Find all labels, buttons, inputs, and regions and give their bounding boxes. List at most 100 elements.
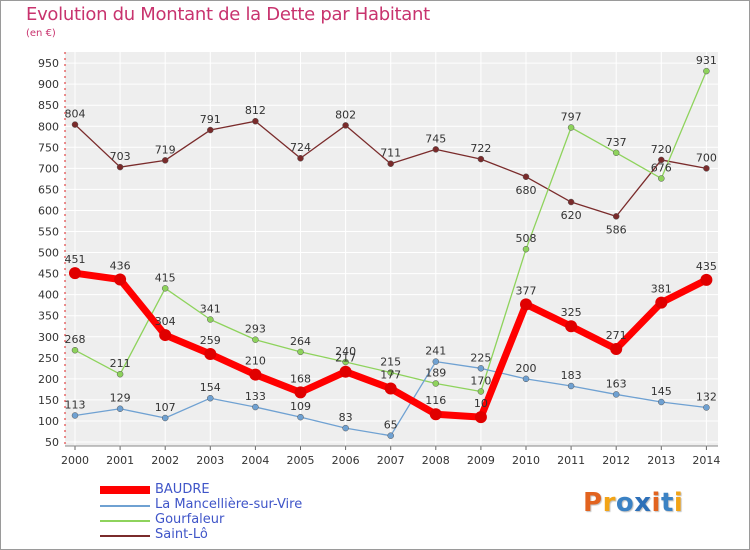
data-point-saint-lo [252,117,259,125]
data-label-gourfaleur: 268 [65,333,86,346]
x-tick-label: 2013 [647,454,675,467]
data-point-gourfaleur [116,370,124,378]
data-point-baudre [69,267,81,280]
data-point-saint-lo [297,154,304,162]
data-label-saint-lo: 680 [516,184,537,197]
data-point-saint-lo [567,198,575,206]
data-label-baudre: 436 [110,259,131,272]
legend-swatch-gourfaleur [100,520,150,522]
data-label-la-mancelliere-sur-vire: 163 [606,377,627,390]
data-label-la-mancelliere-sur-vire: 132 [696,390,717,403]
y-tick-label: 850 [38,99,59,112]
data-point-baudre [384,382,397,395]
data-label-la-mancelliere-sur-vire: 107 [155,401,176,414]
data-label-saint-lo: 620 [561,209,582,222]
y-tick-label: 250 [38,352,59,365]
data-point-gourfaleur [658,175,665,182]
data-label-baudre: 259 [200,334,221,347]
data-point-gourfaleur [161,285,169,292]
data-label-saint-lo: 802 [335,108,356,121]
data-point-la-mancelliere-sur-vire [612,391,620,398]
legend-swatch-baudre [100,486,150,494]
data-label-gourfaleur: 240 [335,345,356,358]
data-point-baudre [565,320,578,333]
data-label-baudre: 177 [380,369,401,382]
data-point-la-mancelliere-sur-vire [207,394,214,402]
data-label-gourfaleur: 293 [245,323,266,336]
data-point-gourfaleur [342,358,349,366]
y-tick-label: 550 [38,226,59,239]
legend-label-la-mancelliere: La Mancellière-sur-Vire [155,497,303,512]
logo-letter: t [660,488,674,518]
data-point-la-mancelliere-sur-vire [252,403,259,411]
data-point-baudre [429,408,442,421]
logo-letter: x [634,488,652,518]
data-label-baudre: 325 [561,306,582,319]
data-label-baudre: 451 [65,253,86,266]
x-tick-label: 2012 [602,454,630,467]
unit-label: (en €) [26,28,56,39]
y-tick-label: 950 [38,57,59,70]
data-point-gourfaleur [71,346,79,354]
y-tick-label: 500 [38,247,59,260]
data-point-gourfaleur [567,124,575,131]
x-tick-label: 2006 [332,454,360,467]
data-label-baudre: 304 [155,315,176,328]
logo-letter: r [602,488,616,518]
y-tick-label: 200 [38,373,59,386]
data-label-gourfaleur: 737 [606,136,627,149]
data-point-saint-lo [387,160,394,167]
data-point-gourfaleur [522,245,530,253]
data-label-la-mancelliere-sur-vire: 145 [651,385,672,398]
data-label-gourfaleur: 215 [380,356,401,369]
data-point-la-mancelliere-sur-vire [297,413,304,421]
x-tick-label: 2003 [196,454,224,467]
data-point-baudre [700,273,713,286]
data-label-saint-lo: 586 [606,223,627,236]
x-tick-label: 2004 [241,454,269,467]
data-label-la-mancelliere-sur-vire: 241 [425,345,446,358]
data-label-baudre: 168 [290,372,311,385]
y-tick-label: 50 [45,436,59,449]
data-point-gourfaleur [703,67,710,75]
data-label-saint-lo: 724 [290,141,311,154]
data-label-baudre: 217 [335,352,356,365]
data-point-la-mancelliere-sur-vire [71,412,79,419]
data-point-saint-lo [432,146,440,153]
plot-area [65,52,718,446]
data-point-la-mancelliere-sur-vire [116,405,124,412]
data-label-la-mancelliere-sur-vire: 113 [65,398,86,411]
data-point-saint-lo [207,126,214,134]
data-point-saint-lo [116,163,124,171]
data-point-gourfaleur [297,348,304,356]
y-tick-label: 750 [38,141,59,154]
x-tick-label: 2008 [422,454,450,467]
data-point-saint-lo [612,213,620,220]
data-label-gourfaleur: 797 [561,111,582,124]
x-tick-label: 2000 [61,454,89,467]
data-label-saint-lo: 812 [245,104,266,117]
y-tick-label: 300 [38,331,59,344]
legend-label-saint-lo: Saint-Lô [155,527,208,542]
y-tick-label: 800 [38,120,59,133]
data-point-gourfaleur [207,316,214,323]
x-tick-label: 2009 [467,454,495,467]
data-label-gourfaleur: 264 [290,335,311,348]
data-point-baudre [339,365,352,378]
data-point-la-mancelliere-sur-vire [522,375,530,383]
data-label-gourfaleur: 341 [200,302,221,315]
data-label-saint-lo: 720 [651,143,672,156]
legend-label-baudre: BAUDRE [155,482,210,497]
data-point-la-mancelliere-sur-vire [342,424,349,432]
y-tick-label: 900 [38,78,59,91]
data-point-saint-lo [342,122,349,129]
logo-letter: i [651,488,661,518]
x-tick-label: 2001 [106,454,134,467]
data-point-baudre [655,296,668,309]
data-point-saint-lo [477,155,485,163]
data-point-la-mancelliere-sur-vire [387,432,394,439]
data-point-baudre [520,298,532,311]
y-tick-label: 600 [38,204,59,217]
data-label-baudre: 271 [606,329,627,342]
data-label-saint-lo: 700 [696,151,717,164]
